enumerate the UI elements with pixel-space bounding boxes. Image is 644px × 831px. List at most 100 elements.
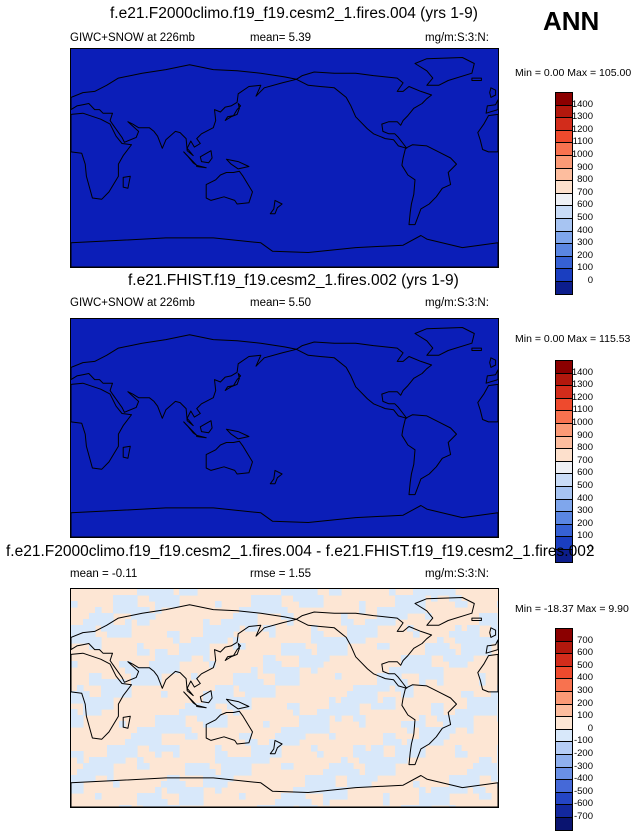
panel-2-minmax-label: Min = 0.00 Max = 115.53 — [515, 333, 631, 345]
coastline — [489, 627, 497, 638]
coastline — [71, 652, 132, 740]
colorbar-tick-label: 1000 — [571, 149, 593, 160]
colorbar-tick-label: 700 — [577, 634, 593, 646]
colorbar-tick-label: 400 — [577, 224, 593, 236]
coastline — [71, 505, 498, 537]
colorbar-tick-label: 300 — [577, 685, 593, 696]
panel-1-mean-label: mean= 5.39 — [250, 32, 312, 44]
panel-1-map-field — [71, 49, 498, 267]
panel-2-map-field — [71, 319, 498, 537]
coastline — [183, 691, 198, 706]
colorbar-tick-label: 900 — [577, 161, 593, 173]
coastline — [225, 158, 250, 170]
colorbar-tick-label: 1300 — [571, 111, 593, 123]
coastline — [205, 170, 253, 205]
colorbar-tick-label: 200 — [577, 249, 593, 261]
colorbar-tick-label: 1400 — [571, 366, 593, 378]
colorbar-tick-label: 1200 — [571, 391, 593, 403]
coastline — [183, 421, 198, 436]
coastline — [224, 373, 242, 391]
panel-3-rmse-label: rmse = 1.55 — [250, 568, 312, 580]
colorbar-tick-label: 500 — [577, 212, 593, 223]
colorbar-tick-label: 600 — [577, 647, 593, 659]
colorbar-tick-label: -100 — [573, 735, 593, 747]
coastline — [71, 235, 498, 267]
colorbar-swatch — [555, 281, 573, 295]
coastline — [401, 684, 457, 766]
coastline — [414, 57, 475, 86]
colorbar-tick-label: 0 — [587, 722, 593, 734]
coastline — [269, 739, 283, 755]
panel-1-units-label: mg/m:S:3:N: — [425, 32, 489, 44]
coastline — [485, 639, 498, 654]
coastline — [269, 199, 283, 215]
coastline — [401, 144, 457, 226]
coastline — [471, 347, 482, 351]
colorbar-tick-label: -600 — [573, 798, 593, 810]
coastline — [71, 64, 297, 157]
colorbar-tick-label: -300 — [573, 760, 593, 772]
colorbar-tick-label: 100 — [577, 262, 593, 274]
panel-3-title: f.e21.F2000climo.f19_f19.cesm2_1.fires.0… — [6, 543, 595, 560]
colorbar-tick-label: 200 — [577, 517, 593, 529]
coastline — [71, 112, 132, 200]
panel-2-map — [70, 318, 499, 538]
coastline — [471, 617, 482, 621]
colorbar-tick-label: 0 — [587, 543, 593, 554]
colorbar-tick-label: 500 — [577, 659, 593, 671]
panel-2-title: f.e21.FHIST.f19_f19.cesm2_1.fires.002 (y… — [128, 272, 459, 289]
colorbar-tick-label: -200 — [573, 748, 593, 759]
panel-3-map — [70, 588, 499, 808]
coastline — [414, 597, 475, 626]
colorbar-tick-label: 700 — [577, 454, 593, 466]
colorbar-tick-label: 800 — [577, 174, 593, 186]
colorbar-tick-label: 100 — [577, 530, 593, 542]
coastline — [225, 428, 250, 440]
colorbar-tick-label: 500 — [577, 480, 593, 491]
coastline — [485, 99, 498, 114]
coastline — [71, 382, 132, 470]
colorbar-tick-label: 1300 — [571, 379, 593, 391]
colorbar-tick-label: 1200 — [571, 123, 593, 135]
panel-1-variable-label: GIWC+SNOW at 226mb — [70, 32, 195, 44]
colorbar-tick-label: 700 — [577, 186, 593, 198]
coastline — [269, 469, 283, 485]
colorbar-tick-label: 600 — [577, 467, 593, 479]
coastline — [295, 71, 433, 149]
coastline — [205, 710, 253, 745]
coastline — [196, 434, 207, 439]
coastline — [401, 414, 457, 496]
coastline — [295, 341, 433, 419]
map-field-background — [71, 49, 498, 267]
coastline — [485, 369, 498, 384]
colorbar-swatch — [555, 549, 573, 563]
map-field-background — [71, 319, 498, 537]
coastline — [477, 113, 498, 153]
colorbar-tick-label: 0 — [587, 275, 593, 286]
map-field-background — [71, 589, 498, 807]
coastline — [477, 383, 498, 423]
panel-2-units-label: mg/m:S:3:N: — [425, 297, 489, 309]
colorbar-tick-label: 100 — [577, 710, 593, 722]
coastline — [489, 357, 497, 368]
season-label: ANN — [543, 6, 600, 36]
coastline — [225, 698, 250, 710]
colorbar-tick-label: 400 — [577, 672, 593, 684]
colorbar-tick-label: -400 — [573, 773, 593, 785]
coastline — [196, 164, 207, 169]
coastline — [205, 440, 253, 475]
colorbar-tick-label: 300 — [577, 237, 593, 249]
panel-3-units-label: mg/m:S:3:N: — [425, 568, 489, 580]
colorbar-tick-label: 400 — [577, 492, 593, 504]
panel-1-minmax-label: Min = 0.00 Max = 105.00 — [515, 67, 632, 79]
coastline — [71, 775, 498, 807]
coastline — [122, 715, 131, 729]
coastline — [122, 445, 131, 459]
colorbar-tick-label: 900 — [577, 429, 593, 441]
coastline — [122, 175, 131, 189]
colorbar-tick-label: -500 — [573, 785, 593, 797]
colorbar-tick-label: 1100 — [572, 404, 593, 416]
coastline — [71, 604, 297, 697]
coastline — [224, 103, 242, 121]
coastline — [489, 87, 497, 98]
